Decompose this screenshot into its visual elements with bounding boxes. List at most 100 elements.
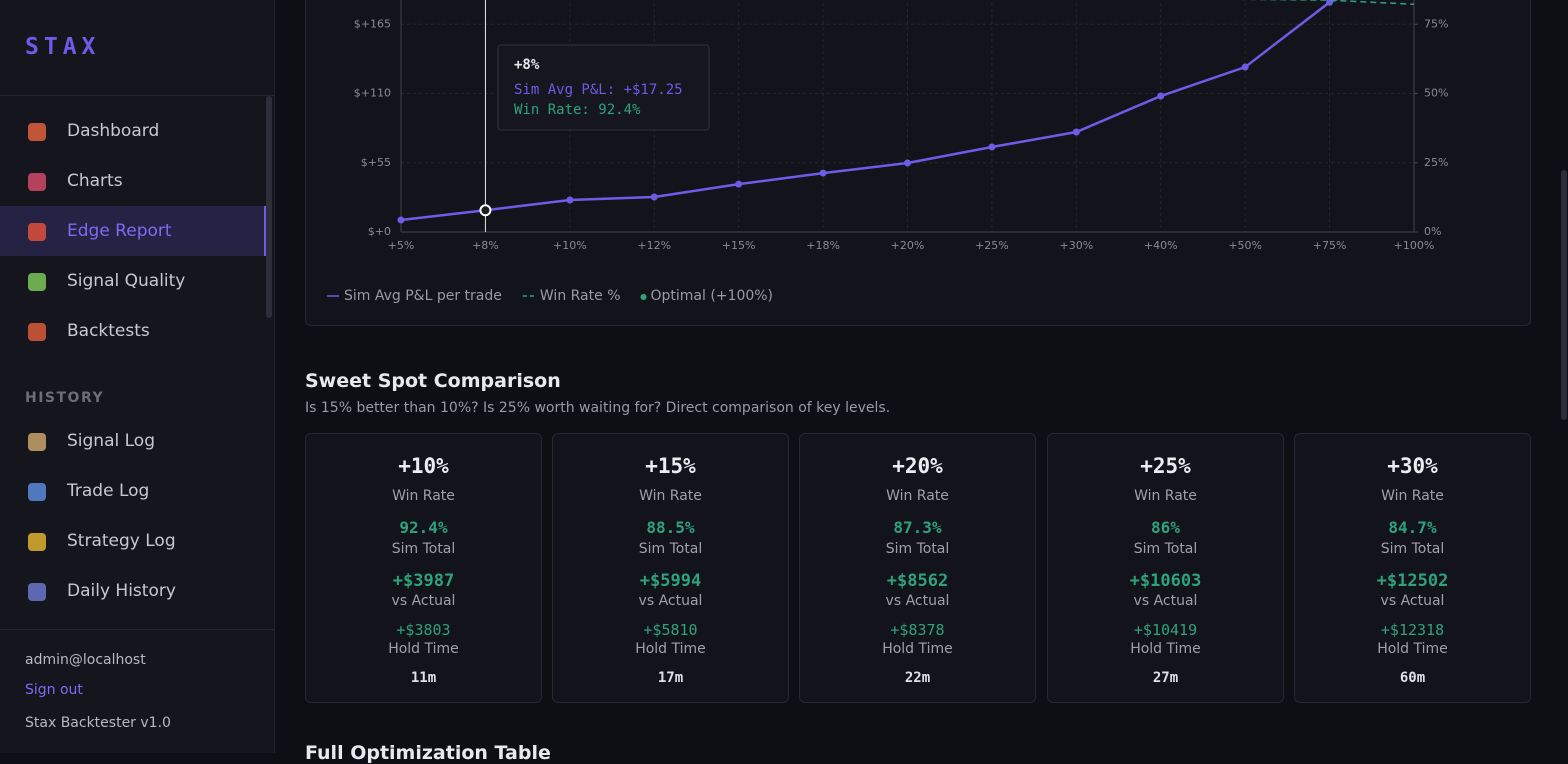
section-title: Full Optimization Table bbox=[305, 742, 551, 764]
card-label: vs Actual bbox=[391, 593, 456, 609]
user: admin@localhost bbox=[25, 652, 146, 668]
data-point bbox=[479, 204, 492, 217]
nav-item[interactable]: Charts bbox=[67, 171, 123, 191]
x-tick-label: +75% bbox=[1313, 239, 1347, 252]
divider bbox=[0, 95, 274, 96]
card-label: Sim Total bbox=[1380, 541, 1445, 557]
card-label: Win Rate bbox=[886, 488, 949, 504]
x-tick-label: +20% bbox=[891, 239, 925, 252]
x-tick-label: +30% bbox=[1059, 239, 1093, 252]
card-level: +10% bbox=[398, 454, 449, 478]
y-tick-label: $+165 bbox=[354, 17, 391, 30]
nav-icon bbox=[28, 223, 46, 241]
card-level: +15% bbox=[645, 454, 696, 478]
data-point bbox=[1072, 128, 1080, 136]
nav-icon bbox=[28, 123, 46, 141]
legend-label: Sim Avg P&L per trade bbox=[344, 288, 502, 304]
scrollbar bbox=[266, 96, 272, 318]
card-value: +$10603 bbox=[1129, 571, 1202, 591]
tooltip-line: Sim Avg P&L: +$17.25 bbox=[514, 82, 683, 98]
y2-tick-label: 0% bbox=[1424, 225, 1441, 238]
nav-icon bbox=[28, 433, 46, 451]
card-label: vs Actual bbox=[1380, 593, 1445, 609]
x-tick-label: +50% bbox=[1228, 239, 1262, 252]
nav-item[interactable]: Signal Quality bbox=[67, 271, 186, 291]
nav-item[interactable]: Edge Report bbox=[67, 221, 172, 241]
card-value: +$12502 bbox=[1376, 571, 1449, 591]
sign-out[interactable]: Sign out bbox=[25, 682, 83, 698]
y-tick-label: $+55 bbox=[361, 156, 391, 169]
data-point bbox=[1157, 92, 1165, 100]
card-value: 60m bbox=[1399, 670, 1426, 686]
nav-item[interactable]: Signal Log bbox=[67, 431, 155, 451]
comparison-card: +20% Win Rate 87.3% Sim Total +$8562 vs Actua… bbox=[799, 433, 1036, 703]
card-value: 88.5% bbox=[646, 518, 695, 537]
card-label: Sim Total bbox=[1133, 541, 1198, 557]
card-label: Sim Total bbox=[391, 541, 456, 557]
nav-item[interactable]: Strategy Log bbox=[67, 531, 176, 551]
card-value: +$5810 bbox=[643, 621, 698, 639]
card-level: +20% bbox=[892, 454, 943, 478]
tooltip-box bbox=[497, 44, 710, 131]
card-value: 87.3% bbox=[893, 518, 942, 537]
data-point bbox=[650, 193, 658, 201]
x-tick-label: +100% bbox=[1394, 239, 1435, 252]
nav-icon bbox=[28, 483, 46, 501]
nav-item[interactable]: Dashboard bbox=[67, 121, 160, 141]
card-value: 86% bbox=[1151, 518, 1180, 537]
x-tick-label: +18% bbox=[806, 239, 840, 252]
nav-item[interactable]: Trade Log bbox=[67, 481, 150, 501]
divider bbox=[0, 629, 274, 630]
card-label: Hold Time bbox=[388, 641, 459, 657]
nav-icon bbox=[28, 533, 46, 551]
card-level: +30% bbox=[1387, 454, 1438, 478]
x-tick-label: +25% bbox=[975, 239, 1009, 252]
y-tick-label: $+110 bbox=[354, 87, 391, 100]
tooltip-title: +8% bbox=[514, 57, 540, 73]
scrollbar bbox=[1561, 170, 1567, 420]
y2-tick-label: 75% bbox=[1424, 17, 1448, 30]
legend-label: Optimal (+100%) bbox=[651, 288, 774, 304]
card-value: 92.4% bbox=[399, 518, 448, 537]
card-label: vs Actual bbox=[885, 593, 950, 609]
card-label: vs Actual bbox=[638, 593, 703, 609]
chart: +5% +8% +10% +12% +15% +18% +20% +25% +30% +40% +5… bbox=[327, 0, 1448, 304]
card-label: Hold Time bbox=[882, 641, 953, 657]
version: Stax Backtester v1.0 bbox=[25, 715, 171, 731]
nav-item[interactable]: Daily History bbox=[67, 581, 176, 601]
card-label: Hold Time bbox=[635, 641, 706, 657]
comparison-card: +30% Win Rate 84.7% Sim Total +$12502 vs Actu… bbox=[1294, 433, 1531, 703]
comparison-card: +15% Win Rate 88.5% Sim Total +$5994 vs Actua… bbox=[552, 433, 789, 703]
card-label: Hold Time bbox=[1377, 641, 1448, 657]
data-point bbox=[735, 180, 743, 188]
comparison-card: +25% Win Rate 86% Sim Total +$10603 vs Actual… bbox=[1047, 433, 1284, 703]
y2-tick-label: 25% bbox=[1424, 156, 1448, 169]
card-label: Sim Total bbox=[885, 541, 950, 557]
nav-icon bbox=[28, 323, 46, 341]
data-point bbox=[397, 216, 405, 224]
section-heading: HISTORY bbox=[25, 390, 105, 406]
card-label: Win Rate bbox=[392, 488, 455, 504]
y-tick-label: $+0 bbox=[368, 225, 391, 238]
data-point bbox=[1326, 0, 1334, 6]
nav-icon bbox=[28, 173, 46, 191]
card-value: +$3803 bbox=[396, 621, 451, 639]
card-value: +$10419 bbox=[1133, 621, 1198, 639]
nav-item[interactable]: Backtests bbox=[67, 321, 150, 341]
card-value: +$5994 bbox=[639, 571, 702, 591]
x-tick-label: +5% bbox=[388, 239, 415, 252]
card-value: +$3987 bbox=[392, 571, 455, 591]
data-point bbox=[1241, 63, 1249, 71]
section-title: Sweet Spot Comparison bbox=[305, 370, 561, 392]
data-point bbox=[904, 159, 911, 167]
section-subtitle: Is 15% better than 10%? Is 25% worth wai… bbox=[305, 400, 891, 416]
card-value: +$8378 bbox=[890, 621, 945, 639]
x-tick-label: +40% bbox=[1144, 239, 1178, 252]
tooltip-line: Win Rate: 92.4% bbox=[514, 102, 641, 118]
data-point bbox=[819, 169, 827, 177]
data-point bbox=[988, 143, 996, 151]
sidebar: STAX Dashboard Charts Edge Report Signal Qua… bbox=[0, 0, 275, 753]
nav-icon bbox=[28, 273, 46, 291]
card-label: Hold Time bbox=[1130, 641, 1201, 657]
card-label: Sim Total bbox=[638, 541, 703, 557]
